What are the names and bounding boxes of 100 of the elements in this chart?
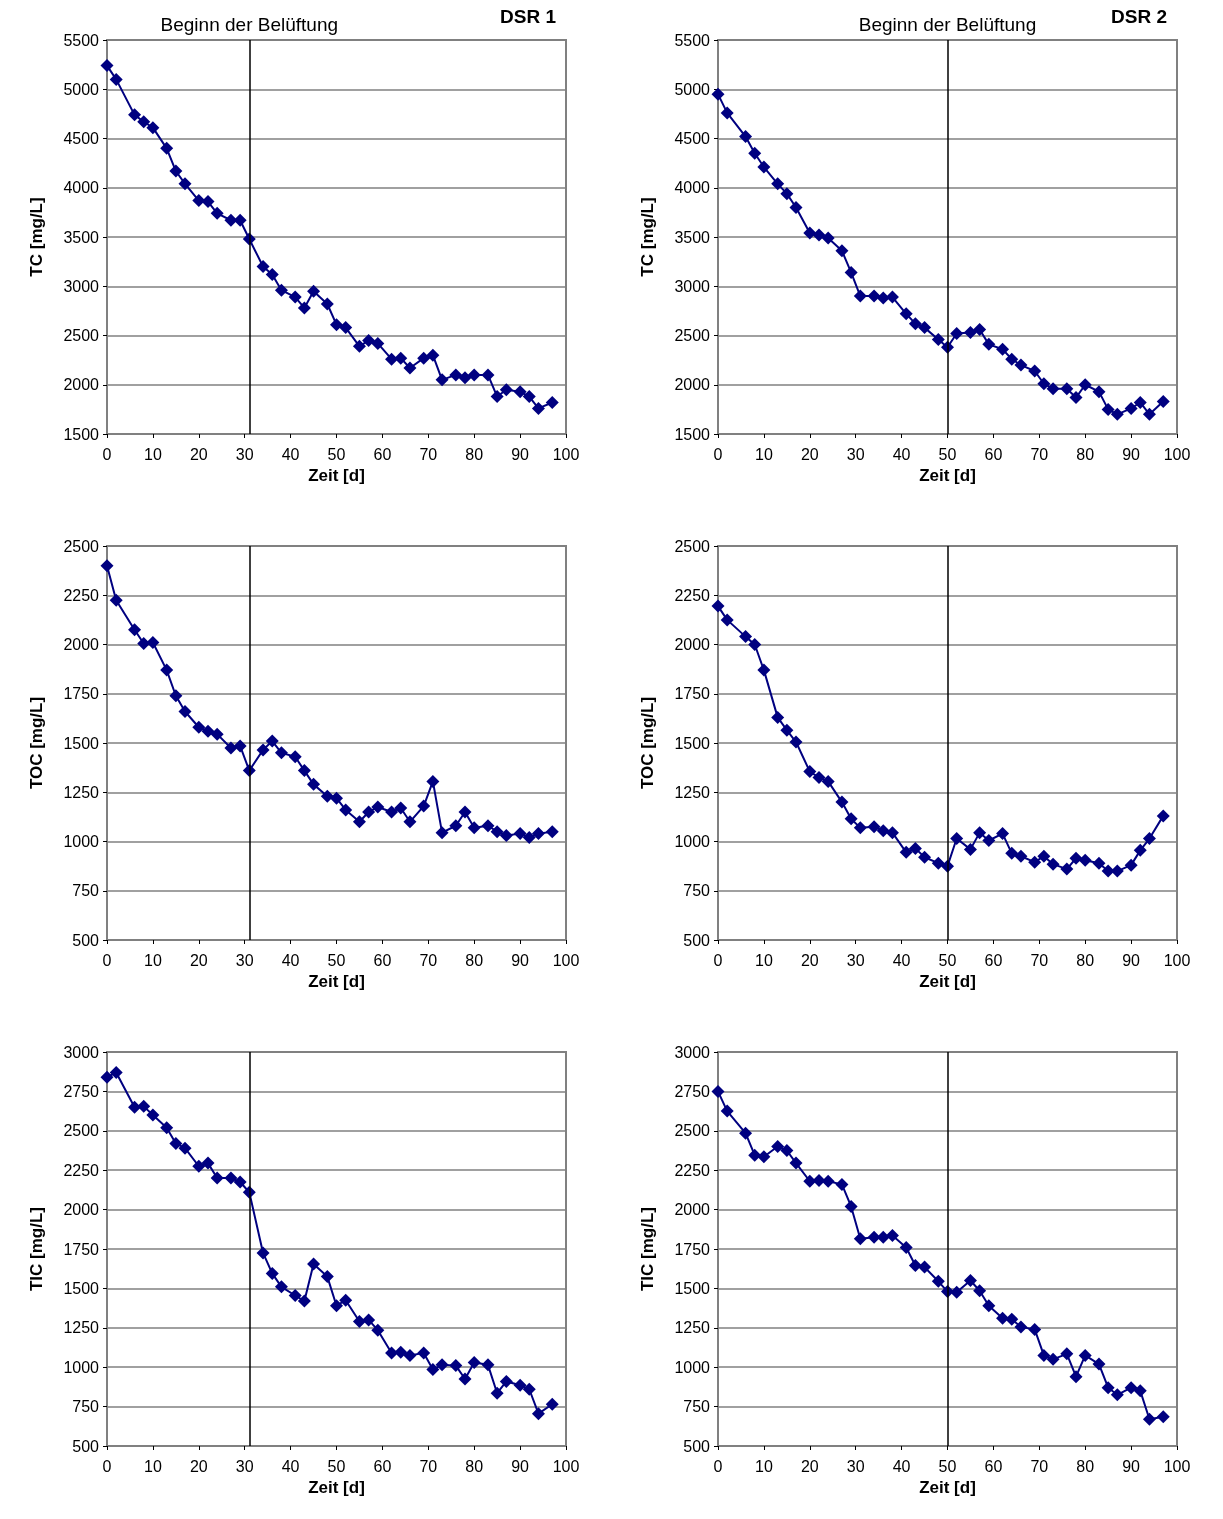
point — [417, 351, 431, 365]
y-tick-label: 5000 — [674, 80, 711, 98]
y-tick-label: 1500 — [674, 425, 711, 443]
x-tick-label: 70 — [1030, 445, 1049, 463]
x-tick-label: 100 — [1163, 445, 1191, 463]
x-axis-title: Zeit [d] — [919, 465, 976, 485]
point — [950, 327, 964, 341]
point — [1037, 849, 1051, 863]
point — [1092, 856, 1106, 870]
point — [853, 1232, 867, 1246]
y-tick-label: 750 — [72, 882, 100, 900]
y-tick-label: 2250 — [674, 1161, 711, 1179]
point — [1078, 378, 1092, 392]
point — [256, 1246, 270, 1260]
point — [394, 801, 408, 815]
y-tick-label: 2000 — [674, 1201, 711, 1219]
ref-line-label: Beginn der Belüftung — [858, 14, 1037, 35]
point — [545, 1397, 559, 1411]
point — [982, 1299, 996, 1313]
point — [757, 663, 771, 677]
point — [748, 638, 762, 651]
point — [449, 1359, 463, 1373]
x-tick-label: 10 — [755, 445, 773, 463]
point — [1005, 352, 1019, 366]
point — [522, 1382, 536, 1396]
point — [853, 289, 867, 303]
point — [844, 1199, 858, 1213]
point — [1156, 394, 1170, 408]
point — [426, 774, 440, 788]
point — [963, 842, 977, 856]
point — [1133, 395, 1147, 409]
point — [417, 1346, 431, 1360]
x-tick-label: 30 — [235, 1457, 254, 1475]
point — [522, 831, 536, 845]
x-tick-label: 0 — [102, 1457, 112, 1475]
point — [1046, 857, 1060, 871]
y-tick-label: 2000 — [63, 636, 100, 653]
point — [996, 342, 1010, 356]
point — [1101, 402, 1115, 416]
point — [885, 290, 899, 304]
point — [160, 663, 174, 677]
x-tick-label: 90 — [1122, 1457, 1141, 1475]
point — [100, 559, 114, 573]
point — [711, 599, 725, 613]
point — [307, 284, 321, 298]
y-tick-label: 1000 — [63, 1358, 100, 1376]
x-tick-label: 100 — [552, 951, 580, 969]
point — [330, 791, 343, 805]
point — [210, 1171, 224, 1185]
point — [178, 177, 192, 191]
point — [458, 805, 472, 819]
point — [973, 323, 987, 337]
point — [352, 1315, 366, 1328]
point — [109, 593, 123, 607]
y-tick-label: 2000 — [674, 636, 711, 653]
y-tick-label: 4000 — [63, 179, 100, 197]
point — [256, 743, 270, 757]
point — [522, 390, 536, 404]
point — [362, 805, 376, 819]
point — [711, 1084, 725, 1098]
point — [918, 321, 932, 335]
point — [435, 373, 449, 387]
point — [1037, 377, 1051, 391]
point — [771, 177, 785, 191]
x-tick-label: 30 — [235, 951, 254, 969]
point — [339, 1293, 353, 1307]
x-tick-label: 90 — [1122, 951, 1141, 969]
point — [297, 1294, 311, 1308]
x-tick-label: 40 — [281, 951, 300, 969]
point — [720, 613, 734, 627]
point — [307, 1257, 321, 1271]
point — [1037, 1348, 1051, 1362]
point — [467, 821, 481, 835]
y-tick-label: 3000 — [63, 277, 100, 295]
x-axis-title: Zeit [d] — [308, 971, 365, 991]
point — [201, 724, 215, 738]
point — [996, 1311, 1010, 1325]
x-tick-label: 70 — [419, 445, 438, 463]
point — [1092, 385, 1106, 399]
x-tick-label: 80 — [465, 445, 484, 463]
point — [844, 265, 858, 279]
y-tick-label: 500 — [72, 1437, 100, 1455]
x-axis-title: Zeit [d] — [919, 1477, 976, 1497]
point — [297, 764, 311, 778]
point — [435, 826, 449, 840]
y-tick-label: 1500 — [674, 734, 711, 752]
point — [1156, 809, 1170, 823]
y-tick-label: 4000 — [674, 179, 711, 197]
point — [812, 228, 826, 242]
point — [394, 1345, 408, 1359]
point — [545, 395, 559, 409]
point — [812, 1173, 826, 1187]
point — [1110, 1388, 1124, 1402]
point — [899, 1240, 913, 1254]
point — [1101, 1381, 1115, 1395]
point — [908, 1259, 922, 1273]
point — [1124, 401, 1138, 415]
point — [867, 820, 881, 834]
x-tick-label: 0 — [102, 445, 112, 463]
point — [963, 326, 977, 340]
